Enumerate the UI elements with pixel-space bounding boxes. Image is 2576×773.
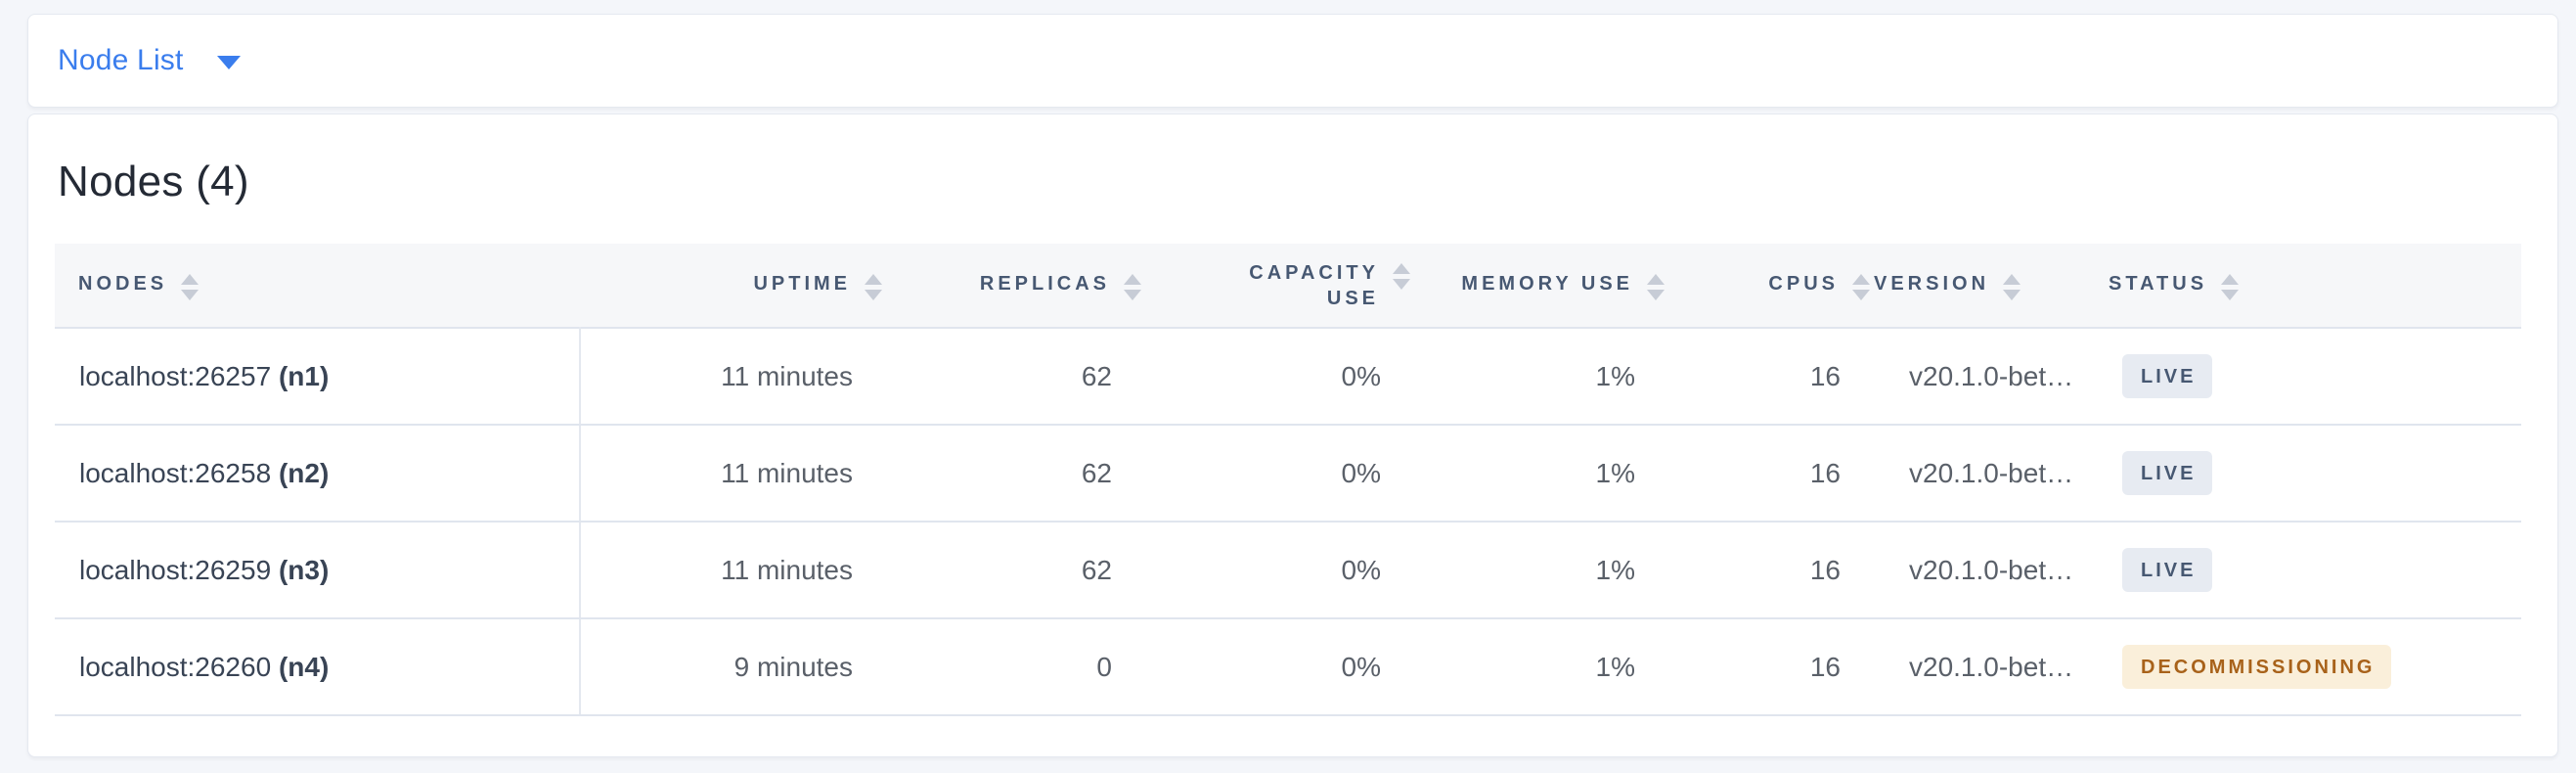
node-cell: localhost:26260 (n4) [55, 618, 581, 716]
column-label: REPLICAS [979, 272, 1110, 295]
version-cell: v20.1.0-bet… [1874, 425, 2109, 523]
status-badge: LIVE [2122, 548, 2213, 592]
sort-icon[interactable] [1647, 273, 1665, 300]
memory-use-cell: 1% [1414, 327, 1668, 426]
replicas-cell: 62 [886, 425, 1145, 523]
version-cell: v20.1.0-bet… [1874, 327, 2109, 426]
node-cell: localhost:26258 (n2) [55, 425, 581, 523]
cpus-cell: 16 [1668, 425, 1874, 523]
version-cell: v20.1.0-bet… [1874, 522, 2109, 619]
uptime-cell: 9 minutes [580, 618, 886, 716]
column-label: CPUS [1768, 272, 1839, 295]
column-header-memory[interactable]: MEMORY USE [1414, 244, 1668, 328]
replicas-cell: 62 [886, 327, 1145, 426]
node-id: (n4) [278, 651, 330, 682]
sort-icon[interactable] [1393, 262, 1410, 290]
caret-down-icon [216, 56, 241, 69]
cpus-cell: 16 [1668, 618, 1874, 716]
uptime-cell: 11 minutes [580, 327, 886, 426]
nodes-card: Nodes (4) NODES UPTIME REPLICAS CAPACITY US… [27, 114, 2558, 757]
column-label: CAPACITY USE [1249, 261, 1379, 309]
capacity-use-cell: 0% [1145, 425, 1414, 523]
sort-icon[interactable] [865, 273, 882, 300]
cpus-cell: 16 [1668, 522, 1874, 619]
node-id: (n1) [278, 360, 330, 391]
sort-icon[interactable] [181, 273, 200, 300]
version-cell: v20.1.0-bet… [1874, 618, 2109, 716]
status-cell: LIVE [2109, 425, 2521, 523]
table-row[interactable]: localhost:26260 (n4) 9 minutes 0 0% 1% 1… [55, 618, 2521, 716]
column-header-replicas[interactable]: REPLICAS [886, 244, 1145, 328]
view-selector-label: Node List [58, 44, 184, 76]
sort-icon[interactable] [1852, 273, 1870, 300]
capacity-use-cell: 0% [1145, 618, 1414, 716]
column-header-node[interactable]: NODES [55, 244, 580, 328]
column-header-capacity[interactable]: CAPACITY USE [1145, 244, 1414, 328]
cpus-cell: 16 [1668, 327, 1874, 426]
capacity-use-cell: 0% [1145, 522, 1414, 619]
table-body: localhost:26257 (n1) 11 minutes 62 0% 1%… [55, 327, 2521, 716]
status-cell: DECOMMISSIONING [2109, 618, 2521, 716]
view-selector-bar: Node List [27, 14, 2558, 108]
status-cell: LIVE [2109, 327, 2521, 426]
column-label: UPTIME [753, 272, 851, 295]
node-id: (n3) [278, 554, 330, 585]
sort-icon[interactable] [1124, 273, 1141, 300]
replicas-cell: 0 [886, 618, 1145, 716]
uptime-cell: 11 minutes [580, 425, 886, 523]
column-header-uptime[interactable]: UPTIME [580, 244, 886, 328]
table-row[interactable]: localhost:26257 (n1) 11 minutes 62 0% 1%… [55, 327, 2521, 426]
table-header-row: NODES UPTIME REPLICAS CAPACITY USE MEMORY US… [55, 244, 2521, 328]
table-row[interactable]: localhost:26259 (n3) 11 minutes 62 0% 1%… [55, 522, 2521, 619]
memory-use-cell: 1% [1414, 522, 1668, 619]
status-badge: LIVE [2122, 451, 2213, 495]
page-title: Nodes (4) [58, 158, 249, 205]
column-header-cpus[interactable]: CPUS [1668, 244, 1874, 328]
column-label: VERSION [1874, 272, 1990, 295]
node-cell: localhost:26257 (n1) [55, 327, 581, 426]
column-header-version[interactable]: VERSION [1874, 244, 2109, 328]
replicas-cell: 62 [886, 522, 1145, 619]
memory-use-cell: 1% [1414, 425, 1668, 523]
view-selector-dropdown[interactable]: Node List [58, 44, 241, 77]
column-label: MEMORY USE [1461, 272, 1633, 295]
uptime-cell: 11 minutes [580, 522, 886, 619]
column-label: STATUS [2109, 272, 2208, 295]
status-badge: DECOMMISSIONING [2122, 645, 2392, 689]
sort-icon[interactable] [2221, 273, 2240, 300]
node-id: (n2) [278, 457, 330, 488]
status-cell: LIVE [2109, 522, 2521, 619]
memory-use-cell: 1% [1414, 618, 1668, 716]
capacity-use-cell: 0% [1145, 327, 1414, 426]
status-badge: LIVE [2122, 354, 2213, 398]
node-list-table: NODES UPTIME REPLICAS CAPACITY USE MEMORY US… [55, 244, 2521, 716]
column-header-status[interactable]: STATUS [2109, 244, 2521, 328]
column-label: NODES [78, 272, 168, 295]
node-cell: localhost:26259 (n3) [55, 522, 581, 619]
table-row[interactable]: localhost:26258 (n2) 11 minutes 62 0% 1%… [55, 425, 2521, 523]
sort-icon[interactable] [2003, 273, 2021, 300]
